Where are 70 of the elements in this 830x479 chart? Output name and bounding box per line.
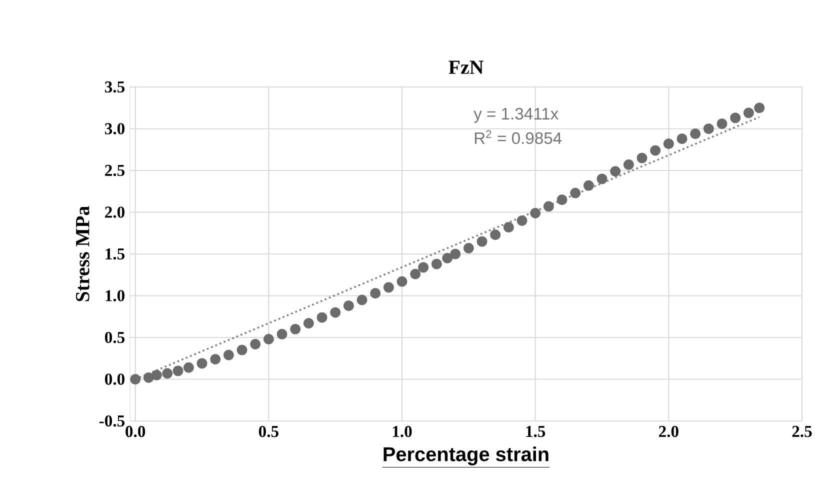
point xyxy=(162,368,173,379)
point xyxy=(356,294,368,306)
x-tick-label: 1.5 xyxy=(526,426,546,438)
x-axis-title: Percentage strain xyxy=(384,446,548,466)
point xyxy=(343,300,354,312)
point xyxy=(183,362,194,373)
point xyxy=(431,258,442,270)
point xyxy=(476,236,488,247)
x-tick-label: 1.0 xyxy=(392,426,412,438)
point xyxy=(196,358,208,369)
point xyxy=(716,118,728,129)
point xyxy=(730,112,741,124)
point xyxy=(410,268,421,280)
point xyxy=(543,201,554,212)
point xyxy=(290,324,301,334)
x-tick-label: 0.5 xyxy=(258,426,278,438)
point xyxy=(383,282,394,293)
point xyxy=(570,188,581,198)
point xyxy=(130,374,141,385)
point xyxy=(316,312,328,323)
annotation: y = 1.3411x xyxy=(474,108,558,123)
point xyxy=(754,102,765,114)
point xyxy=(418,262,429,273)
y-tick-label: 0.5 xyxy=(104,332,124,344)
point xyxy=(276,328,288,340)
y-tick-label: 2.0 xyxy=(105,206,124,218)
point xyxy=(663,138,674,150)
point xyxy=(442,252,453,264)
point xyxy=(610,166,621,177)
point xyxy=(583,180,594,191)
point xyxy=(172,366,184,376)
y-tick-label: 1.0 xyxy=(106,290,124,302)
point xyxy=(210,354,221,364)
chart-title: FzN xyxy=(448,60,484,74)
point xyxy=(250,338,261,350)
point xyxy=(650,145,661,156)
y-tick-label: 3.0 xyxy=(104,123,124,134)
point xyxy=(303,318,314,329)
point xyxy=(236,344,248,356)
point xyxy=(623,159,634,170)
point xyxy=(370,288,381,299)
point xyxy=(143,372,154,383)
annotation: R$^{2}$ = 0.9854 xyxy=(474,130,562,144)
point xyxy=(636,152,648,164)
y-axis-title: Stress MPa xyxy=(76,206,90,302)
point xyxy=(450,248,461,260)
point xyxy=(676,134,688,144)
point xyxy=(503,222,514,233)
y-tick-label: 2.5 xyxy=(105,164,124,176)
point xyxy=(530,208,541,218)
point xyxy=(151,370,162,380)
point xyxy=(596,174,608,184)
x-tick-label: 2.5 xyxy=(792,426,812,438)
point xyxy=(743,108,754,118)
point xyxy=(463,242,474,254)
point xyxy=(556,194,568,205)
x-tick-label: 2.0 xyxy=(658,426,678,438)
y-tick-label: 1.5 xyxy=(106,248,124,260)
point xyxy=(263,334,274,344)
x-tick-label: 0.0 xyxy=(126,426,146,438)
point xyxy=(223,350,234,360)
y-tick-label: -0.5 xyxy=(99,415,124,427)
y-tick-label: 3.5 xyxy=(104,81,124,93)
point xyxy=(690,128,701,140)
point xyxy=(490,230,501,240)
point xyxy=(330,307,341,318)
point xyxy=(703,123,714,134)
point xyxy=(516,215,528,226)
y-tick-label: 0.0 xyxy=(104,374,124,385)
point xyxy=(396,276,408,287)
